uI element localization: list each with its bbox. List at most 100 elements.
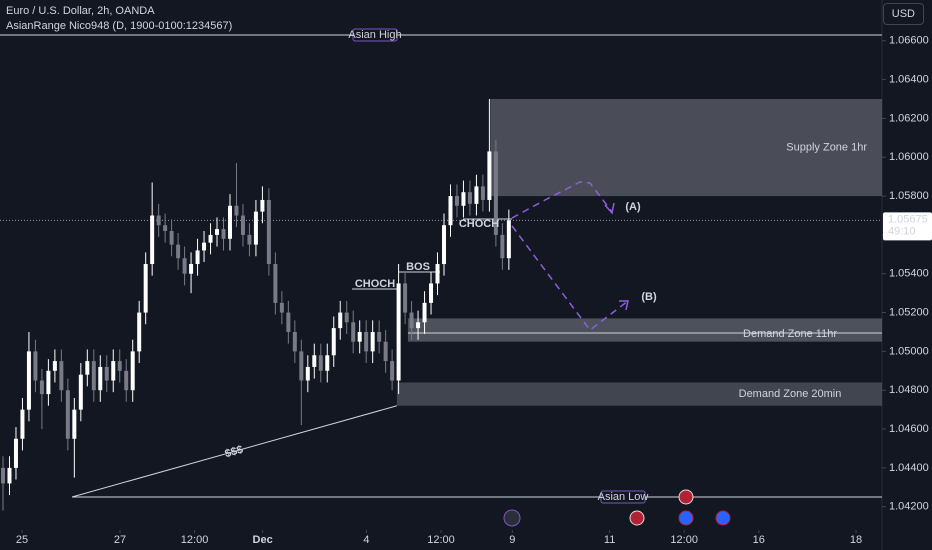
event-icon: [678, 489, 694, 505]
candle-body: [480, 186, 485, 200]
x-tick-label: 11: [604, 534, 615, 546]
candle-body: [59, 361, 64, 391]
zone: [396, 382, 882, 406]
last-price-label: 1.05675: [888, 213, 928, 225]
candle-body: [13, 438, 18, 468]
currency-button[interactable]: USD: [882, 3, 924, 25]
candle-body: [487, 151, 492, 200]
trend-line: [71, 405, 398, 498]
candle-body: [292, 331, 297, 352]
zone: [407, 318, 882, 342]
candle-body: [377, 331, 382, 342]
candle-body: [448, 196, 453, 226]
annotation: BOS: [406, 261, 430, 273]
candle-body: [351, 322, 356, 342]
x-tick-label: 9: [509, 534, 515, 546]
candle-body: [305, 366, 310, 381]
candle-body: [279, 302, 284, 313]
annotation: $$$: [223, 444, 244, 461]
candle-body: [370, 331, 375, 352]
level-label-box: [352, 28, 398, 42]
y-tick-label: 1.04200: [889, 501, 929, 513]
candle-body: [176, 244, 181, 259]
annotation: CHOCH: [355, 278, 395, 290]
arrow-a: [604, 202, 615, 215]
candle-body: [52, 361, 57, 371]
candle-body: [33, 351, 38, 381]
candle-body: [286, 312, 291, 332]
candle-body: [422, 302, 427, 323]
candle-body: [85, 361, 90, 375]
countdown-label: 49:10: [888, 225, 916, 237]
y-tick-label: 1.05000: [889, 345, 929, 357]
candle-body: [65, 390, 70, 439]
event-icon: [629, 510, 645, 526]
candle-body: [143, 264, 148, 313]
candle-body: [299, 351, 304, 381]
x-tick-label: 4: [363, 534, 369, 546]
candle-body: [1, 467, 5, 484]
candle-body: [429, 283, 434, 303]
candle-body: [467, 192, 472, 204]
y-tick-label: 1.06600: [889, 35, 929, 47]
candle-body: [208, 234, 213, 243]
candle-body: [124, 370, 129, 391]
projection-b: [511, 225, 629, 332]
candle-body: [364, 331, 369, 352]
candle-body: [169, 231, 174, 245]
candle-body: [117, 361, 122, 371]
y-tick-label: 1.06200: [889, 112, 929, 124]
candle-body: [403, 283, 408, 313]
annotation: (A): [625, 201, 641, 213]
y-tick-label: 1.05400: [889, 268, 929, 280]
candle-body: [215, 229, 220, 235]
candle-body: [338, 312, 343, 329]
candle-body: [383, 341, 388, 362]
projection-a: [511, 181, 613, 219]
x-tick-label: 12:00: [181, 534, 209, 546]
candle-body: [357, 331, 362, 342]
candle-body: [454, 196, 459, 206]
y-tick-label: 1.04400: [889, 462, 929, 474]
candle-body: [312, 355, 317, 367]
x-tick-label: Dec: [253, 534, 273, 546]
candle-body: [221, 229, 226, 239]
candle-body: [325, 355, 330, 371]
zone-label: Demand Zone 11hr: [743, 328, 837, 340]
candle-body: [150, 215, 155, 265]
candle-body: [474, 186, 479, 204]
candle-body: [156, 215, 161, 226]
annotation: (B): [641, 291, 657, 303]
y-tick-label: 1.06400: [889, 74, 929, 86]
candle-body: [506, 220, 511, 259]
candle-body: [26, 351, 31, 410]
candle-body: [266, 199, 271, 265]
candle-body: [461, 192, 466, 206]
candle-body: [500, 234, 505, 259]
candle-body: [240, 215, 245, 235]
candle-body: [344, 312, 349, 323]
x-tick-label: 12:00: [427, 534, 455, 546]
candle-body: [111, 361, 116, 381]
candle-body: [39, 380, 44, 395]
x-tick-label: 25: [16, 534, 28, 546]
candle-body: [78, 374, 83, 410]
y-tick-label: 1.04800: [889, 384, 929, 396]
candle-body: [163, 225, 168, 232]
level-label: Asian Low: [598, 491, 649, 503]
x-tick-label: 27: [114, 534, 126, 546]
candle-body: [137, 312, 142, 352]
y-tick-label: 1.06000: [889, 151, 929, 163]
candle-body: [253, 211, 258, 245]
x-tick-label: 18: [850, 534, 862, 546]
candle-body: [331, 328, 336, 356]
candle-body: [202, 242, 207, 251]
candle-body: [46, 370, 51, 395]
x-tick-label: 12:00: [670, 534, 698, 546]
candle-body: [104, 366, 109, 381]
level-label: Asian High: [348, 29, 401, 41]
candle-body: [247, 234, 252, 245]
event-icon: [503, 509, 521, 527]
